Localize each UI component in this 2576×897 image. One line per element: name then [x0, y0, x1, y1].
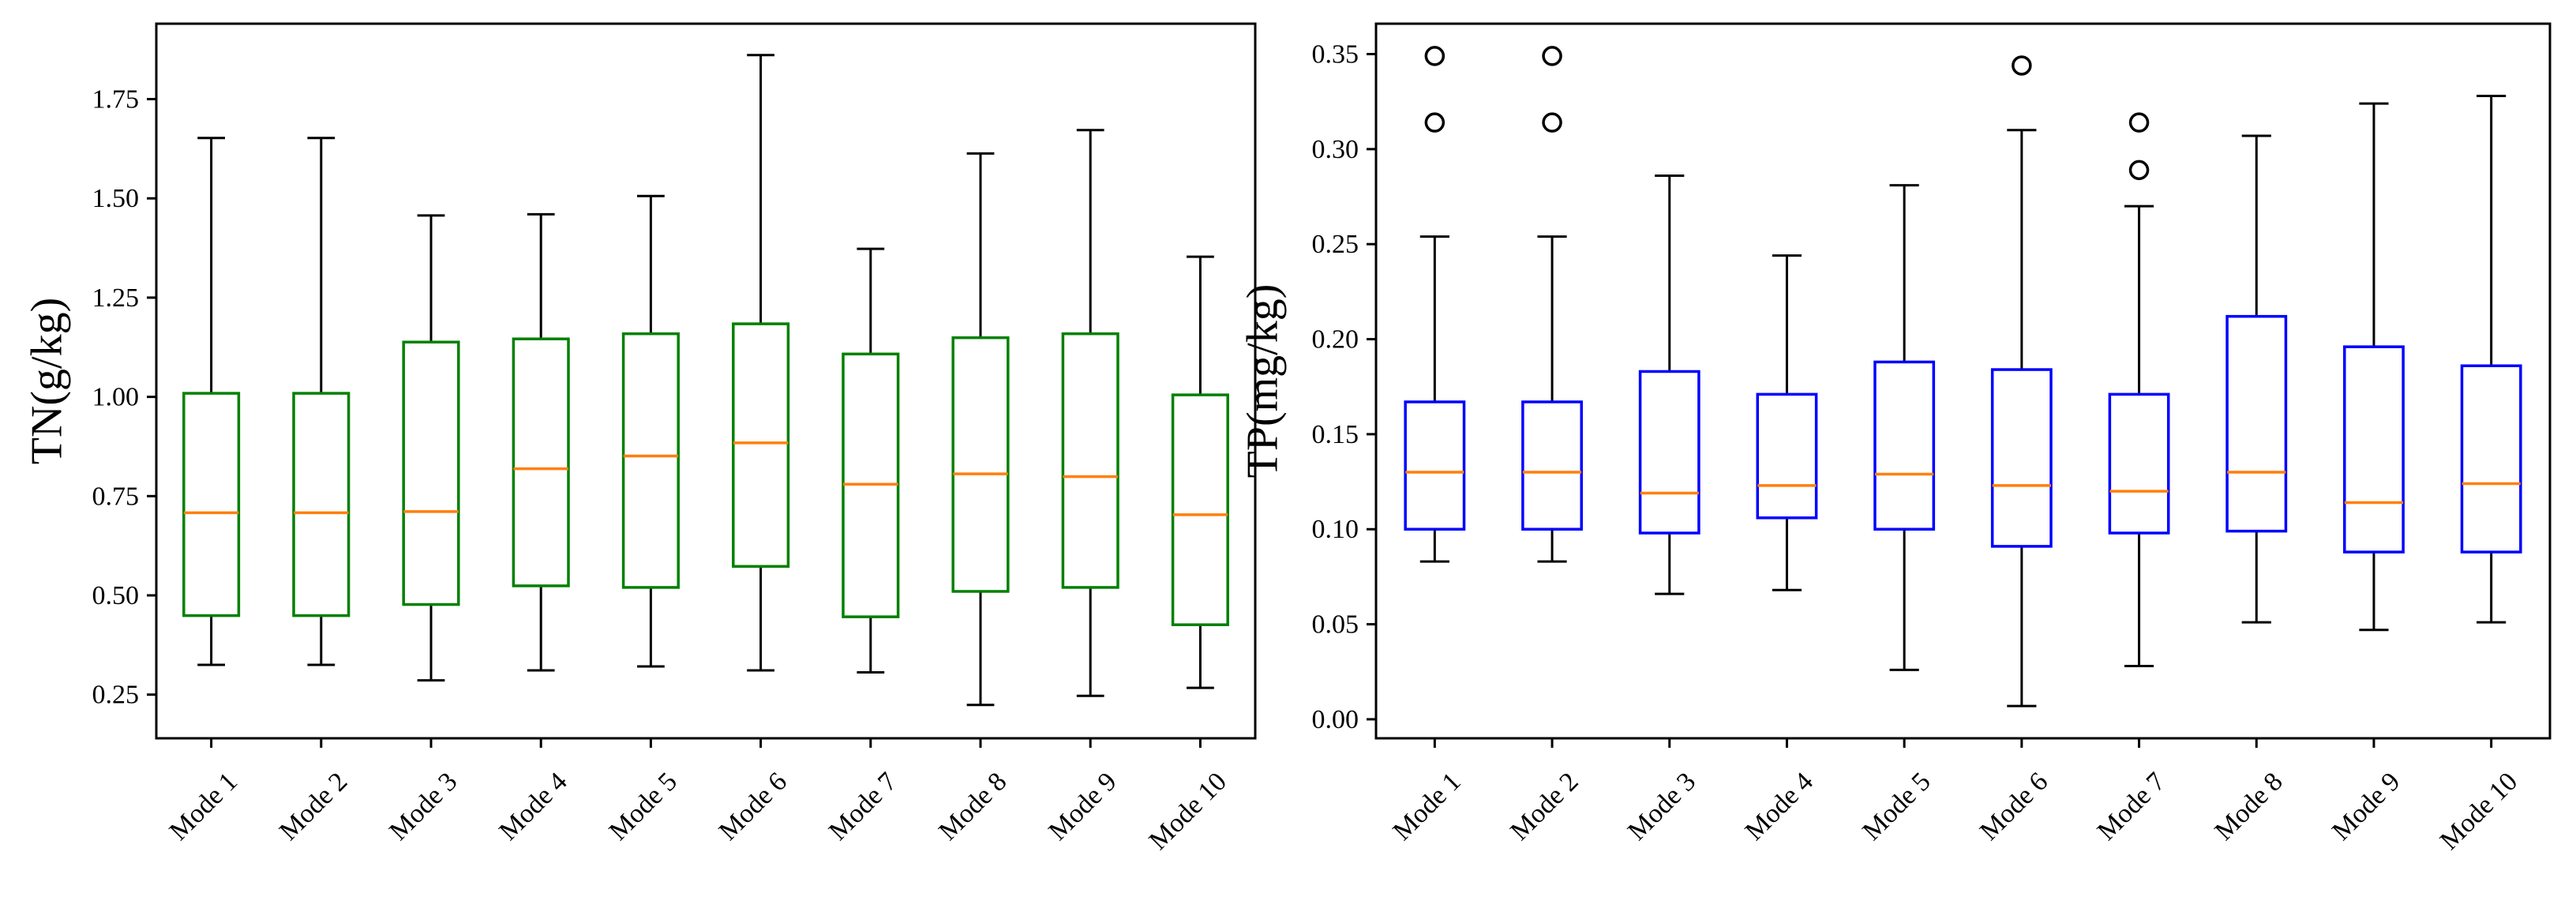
- box-4: [1756, 254, 1818, 591]
- y-tick-label: 0.25: [92, 681, 140, 710]
- iqr-box: [2225, 314, 2288, 533]
- y-tick-label: 0.00: [1312, 705, 1359, 734]
- iqr-box: [292, 392, 351, 617]
- x-tick-label: Mode 6: [714, 767, 793, 846]
- x-tick-label: Mode 3: [384, 767, 463, 846]
- iqr-box: [732, 322, 790, 569]
- outlier-point: [2128, 112, 2150, 133]
- x-tick-label: Mode 4: [493, 767, 572, 846]
- x-tick-label: Mode 2: [1505, 767, 1584, 846]
- plot-frame: [155, 22, 1257, 740]
- outlier-point: [2012, 55, 2032, 76]
- x-tick-label: Mode 2: [274, 767, 353, 846]
- tn-boxplot-panel: 0.25 0.50 0.75 1.00 1.25 1.50 1.75 TN(g/kg) Mode…: [23, 22, 1257, 856]
- box-5: [621, 194, 680, 668]
- x-tick-label: Mode 9: [1043, 767, 1122, 846]
- x-tick-label: Mode 10: [1144, 767, 1232, 855]
- box-2: [1521, 46, 1583, 563]
- box-6: [1990, 55, 2053, 707]
- y-tick-label: 0.25: [1312, 230, 1359, 259]
- x-tick-label: Mode 3: [1622, 767, 1701, 846]
- outlier-point: [1424, 112, 1445, 133]
- box-10: [1171, 255, 1229, 689]
- box-9: [2343, 102, 2405, 632]
- x-tick-label: Mode 5: [604, 767, 683, 846]
- y-axis-label: TP(mg/kg): [1239, 284, 1288, 479]
- tp-boxplot-panel: 0.00 0.05 0.10 0.15 0.20 0.25 0.30 0.35 TP(mg/kg…: [1239, 22, 2552, 856]
- y-tick-label: 0.50: [92, 581, 140, 610]
- y-tick-label: 0.35: [1312, 40, 1359, 69]
- x-tick-label: Mode 8: [933, 767, 1012, 846]
- iqr-box: [1061, 332, 1119, 589]
- box-6: [732, 54, 790, 672]
- x-tick-label: Mode 6: [1974, 767, 2053, 846]
- x-tick-label: Mode 1: [164, 767, 243, 846]
- iqr-box: [182, 392, 241, 617]
- box-3: [402, 214, 460, 682]
- x-tick-label: Mode 7: [2092, 767, 2171, 846]
- box-4: [512, 212, 570, 672]
- x-tick-label: Mode 8: [2209, 767, 2288, 846]
- x-tick-label: Mode 10: [2435, 767, 2523, 855]
- y-tick-label: 0.10: [1312, 515, 1359, 544]
- box-8: [951, 152, 1010, 707]
- box-7: [2108, 112, 2170, 668]
- iqr-box: [621, 332, 680, 589]
- iqr-box: [1990, 368, 2053, 548]
- box-3: [1638, 175, 1700, 595]
- x-tick-label: Mode 7: [823, 767, 902, 846]
- iqr-box: [402, 340, 460, 606]
- box-9: [1061, 129, 1119, 697]
- box-7: [842, 247, 900, 674]
- y-tick-label: 0.05: [1312, 610, 1359, 640]
- iqr-box: [2108, 392, 2170, 535]
- x-tick-label: Mode 9: [2327, 767, 2405, 846]
- box-5: [1873, 184, 1936, 671]
- outlier-point: [1424, 46, 1445, 66]
- y-tick-label: 0.20: [1312, 325, 1359, 355]
- iqr-box: [1404, 400, 1466, 531]
- y-axis-label: TN(g/kg): [23, 298, 72, 465]
- y-tick-label: 1.25: [92, 283, 140, 313]
- iqr-box: [1756, 392, 1818, 520]
- iqr-box: [1873, 360, 1936, 531]
- iqr-box: [1171, 393, 1229, 626]
- box-1: [1404, 46, 1466, 563]
- y-tick-label: 1.75: [92, 85, 140, 114]
- iqr-box: [512, 337, 570, 587]
- iqr-box: [2343, 345, 2405, 554]
- iqr-box: [951, 336, 1010, 593]
- y-tick-label: 0.15: [1312, 420, 1359, 449]
- iqr-box: [1521, 400, 1583, 531]
- box-1: [182, 137, 241, 666]
- x-tick-label: Mode 5: [1857, 767, 1936, 846]
- plot-frame: [1374, 22, 2552, 740]
- y-tick-label: 0.30: [1312, 135, 1359, 164]
- y-tick-label: 1.50: [92, 184, 140, 213]
- iqr-box: [2460, 364, 2522, 554]
- outlier-point: [1542, 112, 1562, 133]
- outlier-point: [1542, 46, 1562, 66]
- iqr-box: [1638, 370, 1700, 535]
- box-2: [292, 137, 351, 666]
- box-10: [2460, 94, 2522, 624]
- x-tick-label: Mode 4: [1740, 767, 1819, 846]
- outlier-point: [2128, 160, 2150, 181]
- x-tick-label: Mode 1: [1388, 767, 1467, 846]
- box-8: [2225, 134, 2288, 624]
- y-tick-label: 0.75: [92, 482, 140, 511]
- y-tick-label: 1.00: [92, 383, 140, 412]
